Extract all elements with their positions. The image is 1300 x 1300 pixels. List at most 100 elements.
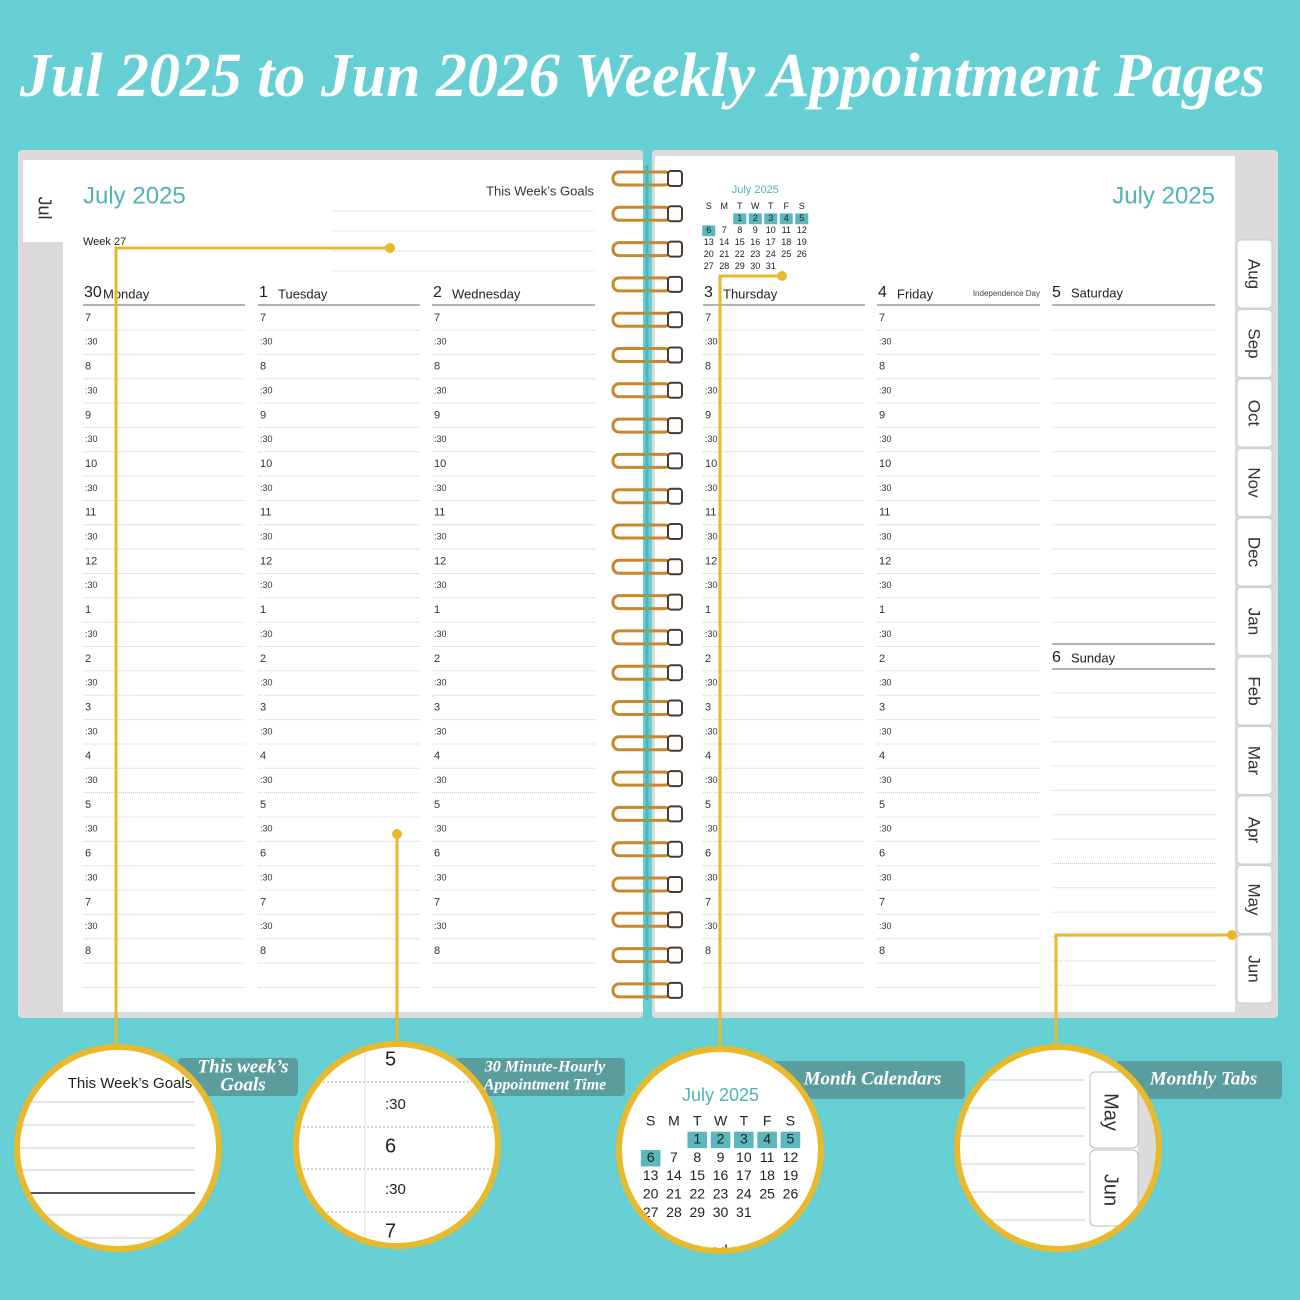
hour-label: :30 [260,483,273,493]
hour-label: 1 [85,604,91,616]
hour-label: :30 [705,385,718,395]
left-page [63,160,643,1012]
mini-cal-weekday: S [706,201,712,211]
hour-label: 12 [260,555,272,567]
hour-label: :30 [705,775,718,785]
day-date: 2 [433,284,442,301]
tab-label: Aug [1245,259,1264,289]
day-date: 1 [259,284,268,301]
hour-label: 7 [85,312,91,324]
mini-cal-day: 14 [666,1167,682,1183]
mini-cal-day: 9 [753,225,758,235]
mini-cal-day: 20 [704,249,714,259]
mini-cal-day: 11 [760,1149,775,1165]
callout-label: Appointment Time [483,1077,607,1094]
connector-dot [385,243,395,253]
mini-cal-highlight [748,213,762,225]
hour-label: 8 [260,361,266,373]
hour-label: 4 [85,750,91,762]
mini-cal-day: 29 [689,1204,705,1220]
hour-label: :30 [434,872,447,882]
hour-label: :30 [434,434,447,444]
month-tab [1236,726,1273,795]
day-date: 4 [878,284,887,301]
hour-label: 10 [879,458,891,470]
zoom-hour: :30 [385,1096,406,1113]
day-name: Wednesday [452,286,521,301]
mini-cal-weekday: W [751,201,760,211]
hour-label: 11 [85,507,96,519]
mini-cal-day: 19 [783,1167,799,1183]
mini-cal-day: 4 [763,1131,771,1147]
hour-label: :30 [879,726,892,736]
hour-label: 9 [705,409,711,421]
hour-label: :30 [705,483,718,493]
hour-label: 1 [434,604,440,616]
hour-label: 7 [879,312,885,324]
tab-label: Nov [1245,467,1264,498]
hour-label: :30 [879,483,892,493]
tab-label: Dec [1245,537,1264,568]
mini-cal-highlight [764,213,778,225]
day-date: 30 [84,284,102,301]
hour-label: 10 [705,458,717,470]
hour-label: :30 [85,824,98,834]
hour-label: :30 [705,921,718,931]
hour-label: 4 [260,750,266,762]
mini-cal-day: 7 [670,1149,678,1165]
hour-label: 2 [705,653,711,665]
hour-label: 6 [260,848,266,860]
mini-cal-day: 27 [704,261,714,271]
mini-cal-day: 15 [689,1167,705,1183]
mini-cal-day: 23 [750,249,760,259]
day-date: 6 [1052,649,1061,666]
hour-label: 7 [434,312,440,324]
hour-label: :30 [260,775,273,785]
ring-end [667,593,683,611]
zoom-ring [954,1044,1162,1252]
zoom-hour: 6 [385,1135,396,1157]
mini-cal-day: 1 [737,213,742,223]
zoom-bg [620,1050,820,1250]
mini-cal-highlight [733,213,747,225]
mini-cal-day: 15 [735,237,745,247]
zoom-ring [14,1044,222,1252]
hour-label: 4 [879,750,885,762]
ring-end [667,417,683,435]
holiday: Independence Day [973,289,1040,298]
hour-label: 8 [705,945,711,957]
ring-end [667,734,683,752]
hour-label: 5 [879,799,885,811]
mini-cal-highlight [780,1131,801,1149]
goals-label: This Week’s Goals [486,183,594,198]
mini-cal-day: 24 [766,249,776,259]
mini-cal-title: July 2025 [732,184,779,196]
hour-label: :30 [705,532,718,542]
mini-cal-day: 30 [713,1204,729,1220]
hour-label: 6 [85,848,91,860]
callout-box [178,1058,298,1096]
mini-cal-weekday: S [799,201,805,211]
hour-label: :30 [260,872,273,882]
ring-end [667,240,683,258]
tab-label: Apr [1245,817,1264,844]
callout-box [770,1061,965,1099]
hour-label: :30 [260,532,273,542]
ring-end [667,840,683,858]
hour-label: :30 [260,580,273,590]
callout-label: Goals [220,1074,265,1095]
mini-cal-day: 31 [766,261,776,271]
callout-label: Month Calendars [803,1068,942,1089]
ring-end [667,311,683,329]
mini-cal-weekday: M [668,1112,680,1128]
mini-cal-weekday: S [646,1112,655,1128]
hour-label: 7 [705,896,711,908]
hour-label: :30 [85,483,98,493]
hour-label: :30 [260,629,273,639]
mini-cal-weekday: F [763,1112,772,1128]
mini-cal-day: 25 [781,249,791,259]
mini-cal-weekday: T [693,1112,702,1128]
hour-label: :30 [705,726,718,736]
hour-label: 7 [879,896,885,908]
hour-label: :30 [879,532,892,542]
